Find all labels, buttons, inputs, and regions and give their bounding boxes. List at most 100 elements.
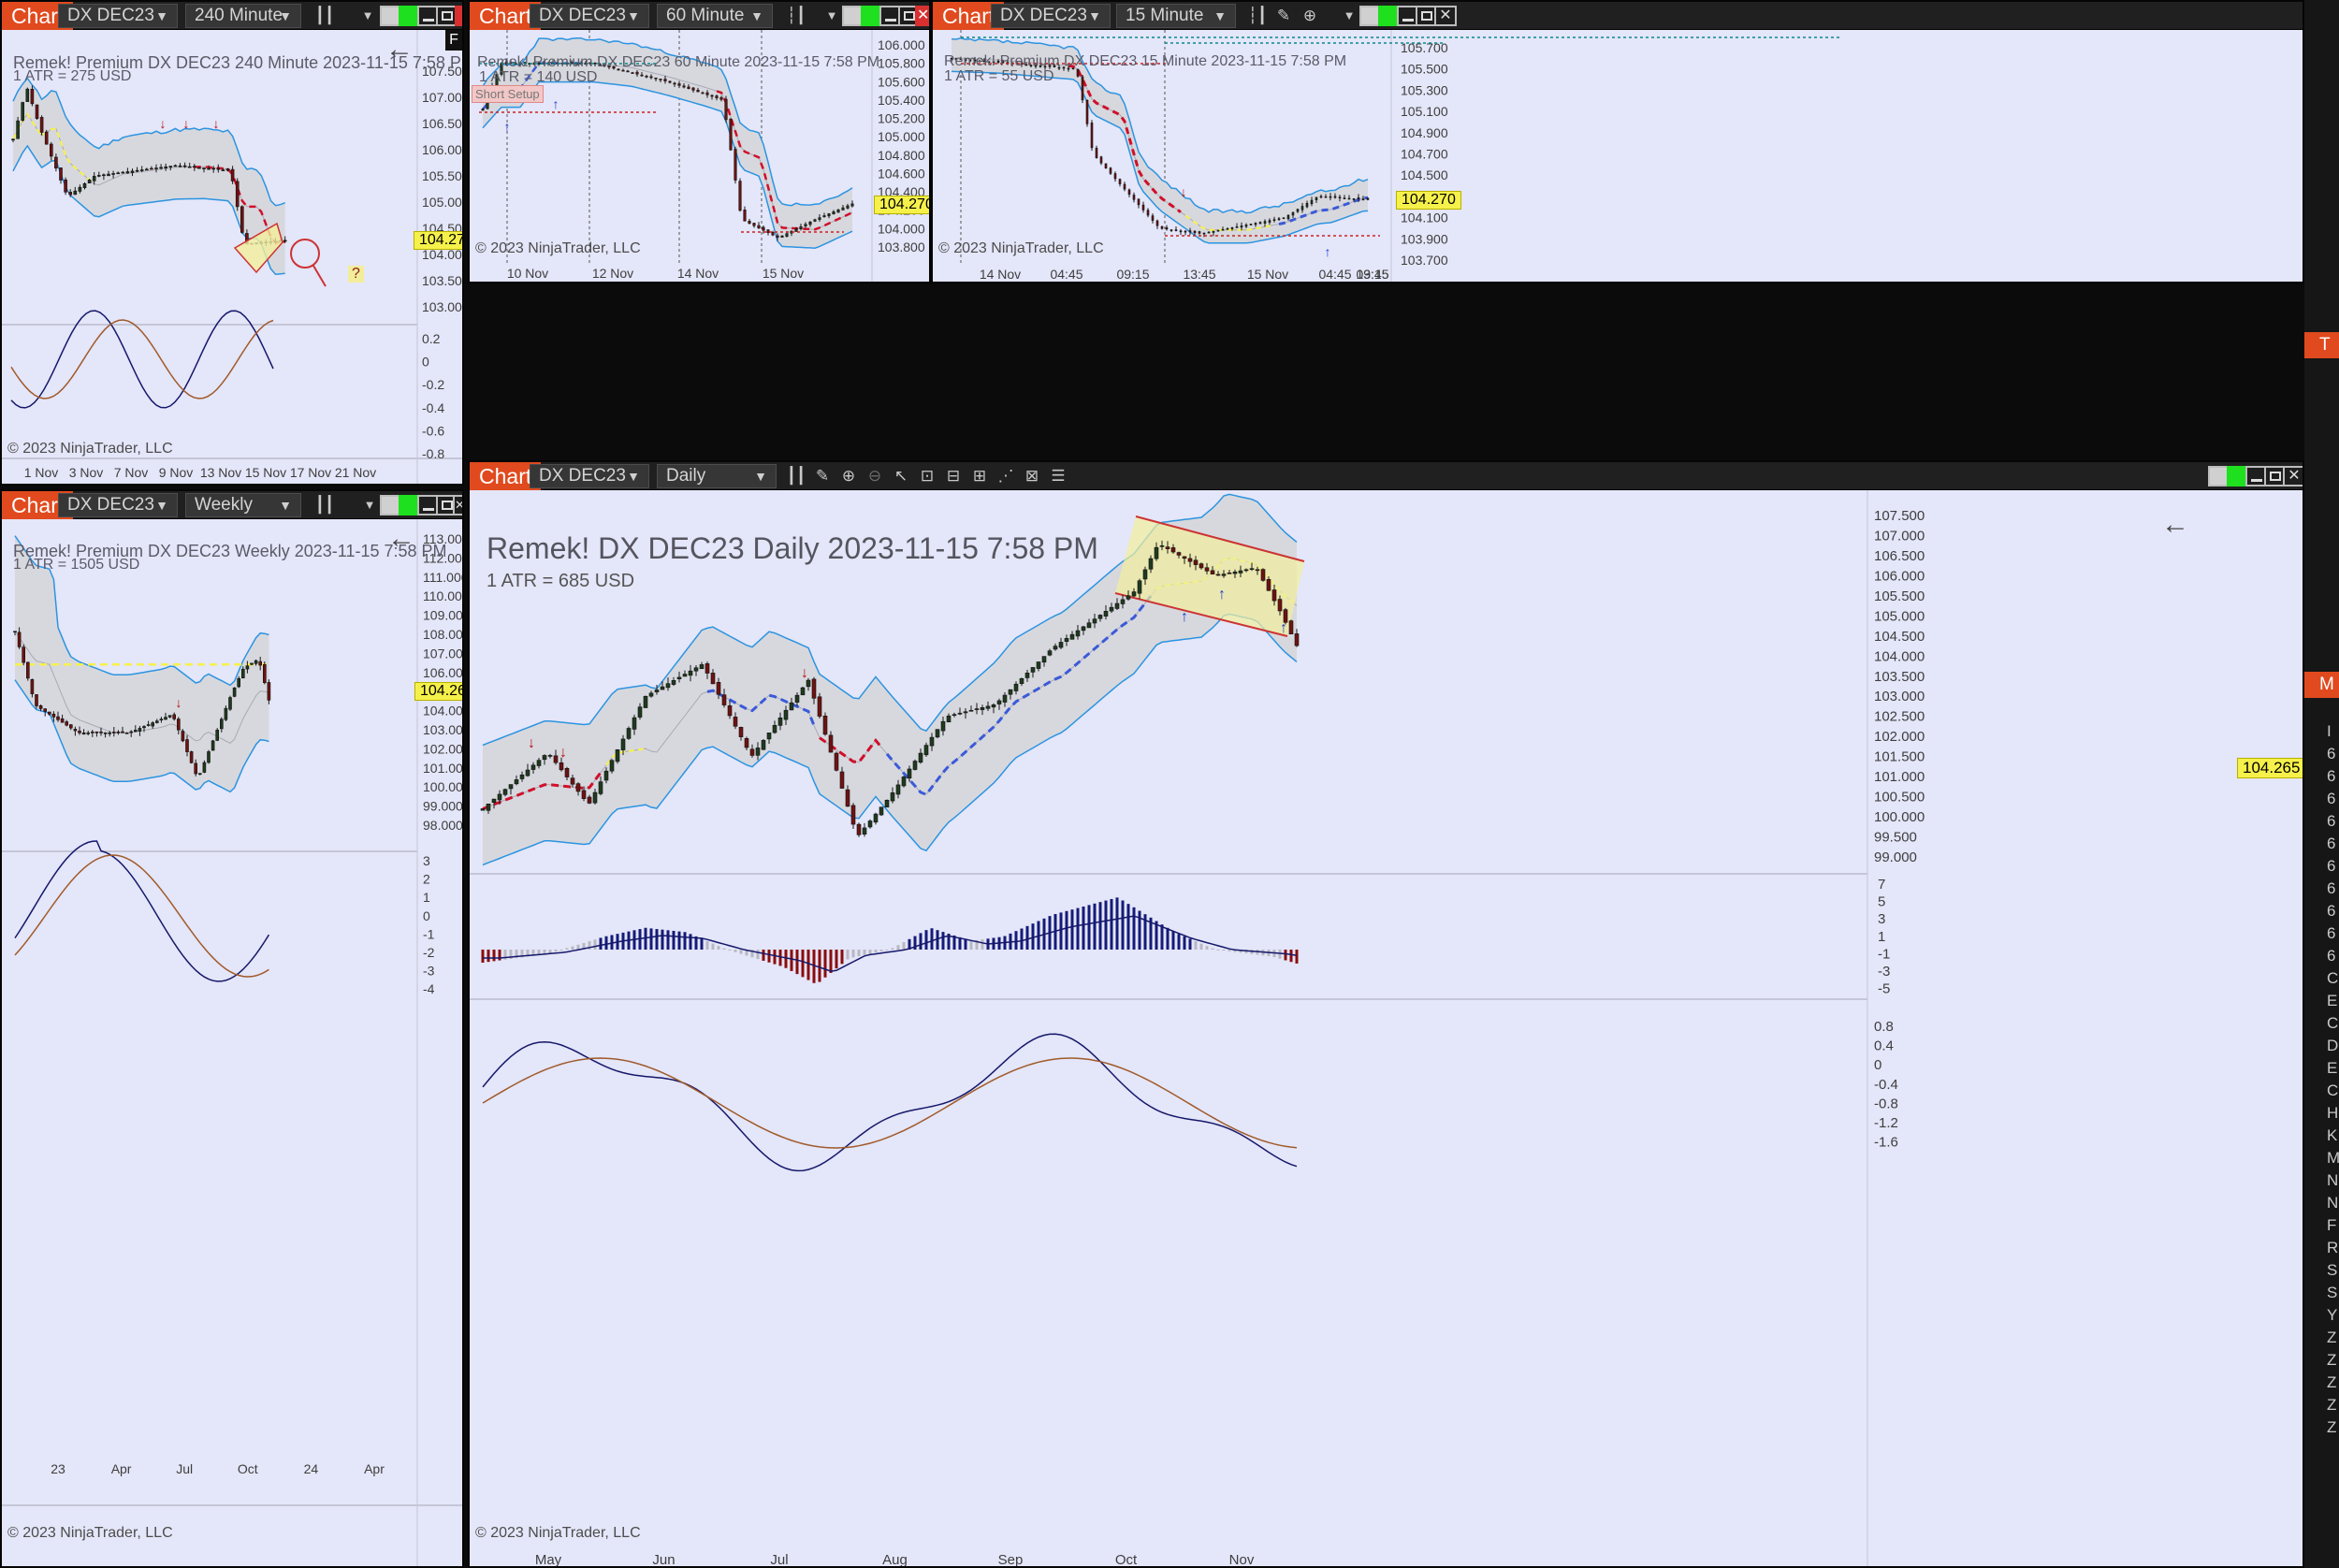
chart-menu-button[interactable]: Chart [470,462,542,490]
close-button[interactable]: ✕ [1434,6,1457,26]
instrument-selector[interactable]: DX DEC23 ▼ [58,493,178,517]
side-list-item[interactable]: D [2327,1037,2339,1054]
share-icon[interactable]: ⊠ [1024,467,1039,485]
side-list-item[interactable]: K [2327,1126,2338,1144]
side-list-item[interactable]: Y [2327,1306,2338,1324]
dropdown-icon[interactable]: ▼ [361,8,374,22]
drawing-tool-icon[interactable]: ✎ [1276,7,1291,24]
side-list-item[interactable]: I [2327,722,2332,740]
zoom-out-icon[interactable]: ⊖ [867,467,882,485]
instrument-value: DX DEC23 [67,495,154,515]
chart-menu-button[interactable]: Chart [470,2,542,30]
zoom-in-icon[interactable]: ⊕ [1302,7,1317,24]
candle [817,696,822,717]
dropdown-icon[interactable]: ▼ [1343,8,1356,22]
x-axis-label: 3 Nov [69,465,104,480]
candle [1069,633,1075,640]
side-list-item[interactable]: 6 [2327,924,2336,942]
histogram-bar [666,930,670,950]
candle [811,678,817,699]
instrument-selector[interactable]: DX DEC23 ▼ [991,4,1111,28]
chart-style-icon[interactable]: ┃┃ [786,467,806,485]
side-list-item[interactable]: C [2327,1082,2339,1099]
chart-plot-area[interactable]: Remek! Premium DX DEC23 Weekly 2023-11-1… [2,519,462,1566]
side-list-item[interactable]: Z [2327,1328,2337,1346]
side-list-item[interactable]: C [2327,1014,2339,1032]
histogram-bar [739,950,743,954]
interval-selector[interactable]: 60 Minute ▼ [657,4,773,28]
side-list-item[interactable]: 6 [2327,835,2336,852]
candle [514,779,519,785]
dropdown-icon[interactable]: ▼ [363,498,376,512]
zoom-in-icon[interactable]: ⊕ [841,467,856,485]
side-list-item[interactable]: S [2327,1261,2338,1279]
back-arrow-icon[interactable]: ← [387,523,415,554]
strategy-icon[interactable]: ⋰ [997,467,1014,485]
back-arrow-icon[interactable]: ← [2161,509,2189,540]
list-icon[interactable]: ☰ [1051,467,1066,485]
instrument-selector[interactable]: DX DEC23 ▼ [530,464,649,488]
side-list-item[interactable]: 6 [2327,947,2336,965]
side-list-item[interactable]: Z [2327,1373,2337,1391]
side-list-item[interactable]: H [2327,1104,2339,1122]
channel-upper-line [1135,515,1305,562]
interval-selector[interactable]: 15 Minute ▼ [1116,4,1236,28]
side-list-item[interactable]: M [2327,1149,2339,1167]
chart-plot-area[interactable]: Remek! Premium DX DEC23 15 Minute 2023-1… [933,30,2303,282]
side-list-item[interactable]: N [2327,1194,2339,1212]
side-list-item[interactable]: E [2327,1059,2338,1077]
chart-trader-icon[interactable]: ⊞ [972,467,987,485]
close-button[interactable] [455,6,462,26]
y-axis-label: 104.100 [1401,211,1448,225]
candle [1215,573,1221,576]
candle [1221,573,1227,576]
data-box-icon[interactable]: ⊡ [920,467,935,485]
interval-selector[interactable]: Weekly ▼ [185,493,301,517]
candle [776,235,779,238]
side-list-item[interactable]: E [2327,992,2338,1009]
side-list-item[interactable]: 6 [2327,857,2336,875]
side-list-item[interactable]: S [2327,1284,2338,1301]
chart-plot-area[interactable]: Remek! Premium DX DEC23 60 Minute 2023-1… [470,30,929,282]
osc-axis-label: 0.4 [1874,1038,1894,1054]
side-list-item[interactable]: 6 [2327,902,2336,920]
chart-style-icon[interactable]: ┆┃ [786,7,806,24]
dropdown-icon[interactable]: ▼ [825,8,838,22]
x-axis-label: 21 Nov [335,465,376,480]
close-button[interactable]: ✕ [453,495,462,515]
cursor-icon[interactable]: ↖ [893,467,908,485]
interval-selector[interactable]: Daily ▼ [657,464,777,488]
chart-plot-area[interactable]: Remek! DX DEC23 Daily 2023-11-15 7:58 PM… [470,490,2303,1566]
chart-style-icon[interactable]: ┆┃ [1247,7,1268,24]
chart-style-icon[interactable]: ┃┃ [314,7,335,24]
side-list-item[interactable]: 6 [2327,879,2336,897]
interval-selector[interactable]: 240 Minute ▼ [185,4,301,28]
instrument-selector[interactable]: DX DEC23 ▼ [530,4,649,28]
side-list-item[interactable]: 6 [2327,790,2336,807]
flag-button[interactable]: F [445,30,462,51]
side-list-item[interactable]: Z [2327,1351,2337,1369]
side-list-item[interactable]: 6 [2327,812,2336,830]
y-axis-label: 105.400 [878,93,925,108]
back-arrow-icon[interactable]: ← [385,34,414,65]
chart-style-icon[interactable]: ┃┃ [314,496,335,514]
side-list-item[interactable]: Z [2327,1418,2337,1436]
side-list-item[interactable]: 6 [2327,745,2336,762]
side-tab[interactable]: M [2304,672,2339,698]
close-button[interactable]: ✕ [915,6,929,26]
properties-icon[interactable]: ⊟ [946,467,961,485]
side-list-item[interactable]: N [2327,1171,2339,1189]
side-list-item[interactable]: Z [2327,1396,2337,1414]
drawing-tool-icon[interactable]: ✎ [815,467,830,485]
side-list-item[interactable]: 6 [2327,767,2336,785]
chart-plot-area[interactable]: Remek! Premium DX DEC23 240 Minute 2023-… [2,30,462,484]
side-tab[interactable]: T [2304,332,2339,358]
side-list-item[interactable]: C [2327,969,2339,987]
side-list-item[interactable]: F [2327,1216,2337,1234]
instrument-selector[interactable]: DX DEC23 ▼ [58,4,178,28]
histogram-bar [588,941,591,950]
y-axis-label: 101.000 [1874,769,1925,785]
candle [978,60,981,63]
close-button[interactable]: ✕ [2283,466,2303,486]
side-list-item[interactable]: R [2327,1239,2339,1256]
